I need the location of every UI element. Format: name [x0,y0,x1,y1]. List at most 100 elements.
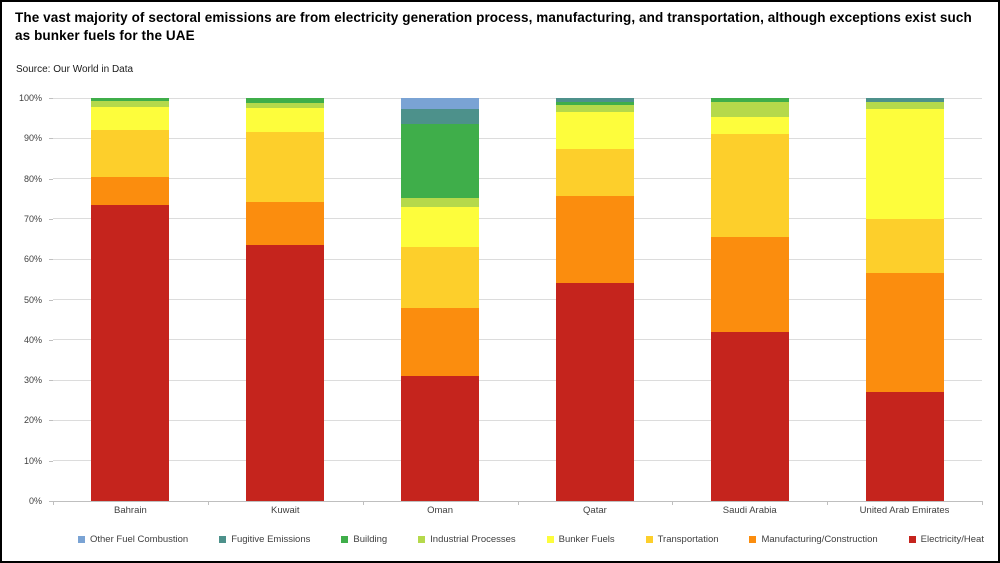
bar-segment-industrial-processes [865,102,944,109]
x-axis-label-bahrain: Bahrain [114,505,147,516]
x-axis-label-kuwait: Kuwait [270,505,300,516]
x-tick-mark [517,501,519,505]
bar-segment-electricity-heat [710,331,789,501]
bar-segment-transportation [246,132,325,202]
bar-segment-electricity-heat [246,245,325,501]
y-tick-mark [49,218,53,220]
y-axis: 0% 10% 20% 30% 40% 50% 60% 70% 80% 90% 100% [2,93,53,506]
y-tick-label: 100% [18,93,42,103]
gridline [53,258,982,260]
x-axis-label-united-arab-emirates: United Arab Emirates [859,505,950,516]
y-tick-label: 30% [23,375,42,386]
legend-item-fugitive-emissions: Fugitive Emissions [219,534,310,545]
legend-item-electricity-heat: Electricity/Heat [908,534,984,545]
x-tick-mark [207,501,209,505]
bar-segment-industrial-processes [401,197,480,207]
bar-segment-fugitive-emissions [865,98,944,103]
legend-swatch-icon [219,536,227,543]
bar-segment-transportation [710,134,789,238]
legend-label: Building [353,534,388,545]
bar-segment-transportation [865,218,944,274]
gridline [53,460,982,462]
x-axis-label-qatar: Qatar [583,505,607,516]
bar-segment-other-fuel-combustion [401,98,480,110]
legend: Other Fuel Combustion Fugitive Emissions B… [2,534,998,545]
legend-swatch-icon [546,536,554,543]
x-axis-label-oman: Oman [427,505,453,516]
bar-segment-industrial-processes [91,101,170,108]
legend-label: Bunker Fuels [558,534,615,545]
gridline [53,137,982,139]
y-tick-mark [49,460,53,462]
x-tick-mark [827,501,829,505]
bar-segment-building [401,123,480,198]
y-tick-mark [49,138,53,140]
bar-segment-manufacturing-construction [91,176,170,205]
bar-segment-electricity-heat [91,204,170,501]
bar-segment-electricity-heat [865,392,944,501]
legend-label: Electricity/Heat [920,534,984,545]
legend-label: Manufacturing/Construction [761,534,878,545]
gridline [53,299,982,300]
bar-segment-building [555,102,634,105]
legend-swatch-icon [341,536,349,543]
source-label: Source: Our World in Data [16,64,134,75]
bar-segment-industrial-processes [710,102,789,118]
bar-segment-manufacturing-construction [865,273,944,393]
legend-item-transportation: Transportation [645,534,719,545]
y-tick-label: 40% [23,334,42,345]
legend-item-building: Building [341,534,387,545]
bar-segment-building [246,98,325,104]
y-tick-label: 90% [23,133,42,144]
gridline [53,419,982,421]
legend-swatch-icon [645,536,653,543]
bar-segment-bunker-fuels [710,117,789,135]
bar-segment-fugitive-emissions [555,98,634,103]
bar-segment-transportation [401,247,480,308]
bar-segment-bunker-fuels [865,108,944,219]
y-tick-label: 70% [23,213,42,224]
y-tick-label: 10% [23,455,42,466]
bar-segment-industrial-processes [246,103,325,109]
gridline [53,178,982,180]
plot-area [53,97,983,505]
y-tick-mark [49,98,53,99]
bar-segment-industrial-processes [555,104,634,112]
bar-segment-bunker-fuels [91,107,170,131]
gridline [53,379,982,381]
y-tick-mark [49,420,53,422]
gridline [53,339,982,341]
bar-segment-transportation [91,130,170,177]
y-tick-mark [49,380,53,382]
bar-oman [401,98,480,501]
legend-label: Transportation [657,534,719,545]
legend-item-other-fuel-combustion: Other Fuel Combustion [78,534,188,545]
legend-swatch-icon [78,536,85,543]
y-tick-label: 80% [23,173,42,184]
y-tick-mark [49,259,53,261]
bar-segment-manufacturing-construction [555,195,634,284]
y-tick-mark [49,299,53,301]
legend-swatch-icon [908,536,916,543]
chart-title: The vast majority of sectoral emissions … [15,10,972,43]
x-axis-label-saudi-arabia: Saudi Arabia [722,505,777,516]
bar-bahrain [91,98,170,501]
x-axis: Bahrain Kuwait Oman Qatar Saudi Arabia United… [53,505,982,516]
y-tick-mark [49,178,53,180]
y-tick-mark [49,501,53,502]
bar-segment-fugitive-emissions [401,109,480,124]
y-tick-mark [49,339,53,341]
legend-swatch-icon [749,536,757,543]
legend-label: Industrial Processes [430,534,516,545]
y-tick-label: 0% [28,496,42,506]
legend-swatch-icon [418,536,426,543]
x-tick-mark [672,501,674,505]
bar-segment-building [91,98,170,102]
legend-label: Fugitive Emissions [231,534,311,545]
bar-segment-transportation [555,149,634,196]
bar-segment-manufacturing-construction [401,307,480,377]
y-tick-label: 20% [23,415,42,426]
y-tick-label: 60% [23,254,42,265]
legend-item-bunker-fuels: Bunker Fuels [546,534,615,545]
